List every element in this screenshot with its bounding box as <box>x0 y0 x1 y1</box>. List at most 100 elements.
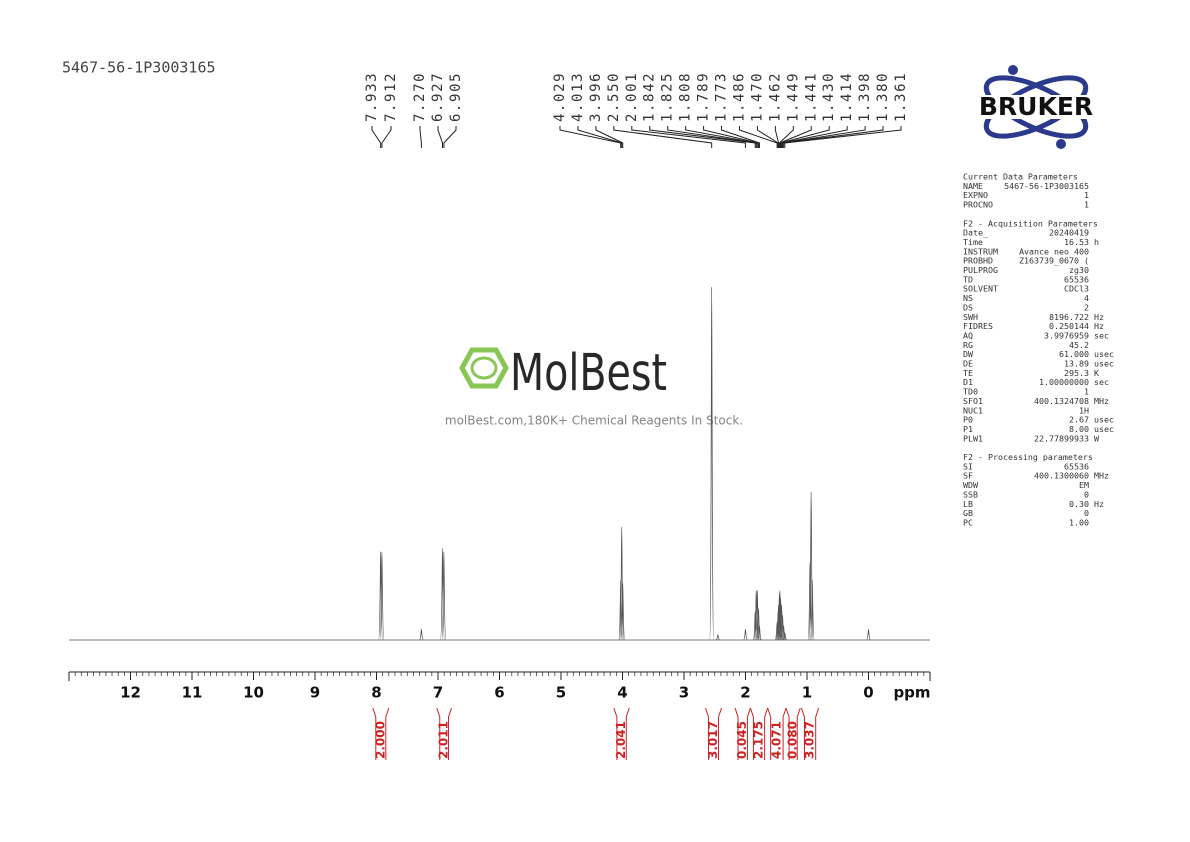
param-value: 20240419 <box>1049 228 1089 238</box>
param-value: 8.00 <box>1069 424 1089 434</box>
integral-bracket <box>372 707 390 760</box>
param-name: TD <box>963 274 973 284</box>
peak-label: 2.550 <box>606 72 622 122</box>
param-name: SWH <box>963 312 978 322</box>
param-name: SF <box>963 471 973 481</box>
hexagon-ring <box>470 356 498 380</box>
param-value: 22.77899933 <box>1034 433 1089 443</box>
param-value: EM <box>1079 480 1089 490</box>
peak-connector <box>419 126 422 148</box>
param-value: 400.1300060 <box>1034 471 1089 481</box>
param-value: 45.2 <box>1069 340 1089 350</box>
param-value: 16.53 <box>1064 237 1089 247</box>
param-value: 1 <box>1084 200 1089 210</box>
peak <box>757 625 762 641</box>
param-name: NS <box>963 293 973 303</box>
peak-connector <box>774 126 780 148</box>
param-unit: Hz <box>1094 321 1104 331</box>
peak-connector <box>437 126 443 148</box>
orbit-dot <box>1008 65 1018 75</box>
param-name: PROCNO <box>963 200 993 210</box>
x-tick-label: 10 <box>243 684 264 702</box>
peak-connector <box>577 126 623 148</box>
x-tick-label: 8 <box>371 684 381 702</box>
section-title: F2 - Acquisition Parameters <box>963 218 1098 228</box>
peak-label: 7.933 <box>364 72 380 122</box>
param-name: TD0 <box>963 387 978 397</box>
param-value: zg30 <box>1069 265 1089 275</box>
peak <box>418 629 424 641</box>
param-name: D1 <box>963 377 973 387</box>
param-value: 1 <box>1084 387 1089 397</box>
x-axis-label: ppm <box>893 684 930 702</box>
integral-bracket <box>436 707 453 760</box>
param-name: PROBHD <box>963 256 993 266</box>
param-name: P1 <box>963 424 973 434</box>
orbit <box>983 75 1089 139</box>
orbit-dot <box>1056 139 1066 149</box>
param-name: LB <box>963 499 973 509</box>
param-name: P0 <box>963 415 973 425</box>
peak-label: 1.808 <box>678 72 694 122</box>
param-value: 5467-56-1P3003165 <box>1004 181 1089 191</box>
peak-connector <box>595 126 624 148</box>
x-tick-label: 9 <box>310 684 320 702</box>
x-tick-label: 0 <box>863 684 873 702</box>
param-value: 0 <box>1084 508 1089 518</box>
param-value: 61.000 <box>1059 349 1089 359</box>
integral-label: 2.041 <box>614 721 628 759</box>
peak <box>756 607 761 641</box>
integral-bracket <box>705 707 722 760</box>
peak-label: 1.486 <box>731 72 747 122</box>
peak-label: 4.029 <box>552 72 568 122</box>
param-value: 3.9976959 <box>1044 330 1089 340</box>
peak-connector <box>649 126 756 148</box>
peak-connector <box>782 126 866 148</box>
param-unit: Hz <box>1094 312 1104 322</box>
param-name: DW <box>963 349 973 359</box>
param-value: 0.30 <box>1069 499 1089 509</box>
param-value: 0 <box>1084 489 1089 499</box>
param-name: SOLVENT <box>963 284 998 294</box>
param-value: 65536 <box>1064 274 1089 284</box>
peak-connector <box>381 126 392 148</box>
peak <box>440 547 445 641</box>
param-value: 1.00000000 <box>1039 377 1089 387</box>
section-title: Current Data Parameters <box>963 172 1078 182</box>
peak-connector <box>721 126 760 148</box>
param-value: Z163739_0670 ( <box>1019 256 1089 266</box>
param-value: 1.00 <box>1069 517 1089 527</box>
peak-label: 6.927 <box>430 72 446 122</box>
integral-bracket <box>749 707 769 760</box>
integral-bracket <box>800 707 820 760</box>
param-unit: usec <box>1094 349 1114 359</box>
peak <box>709 286 715 641</box>
integral-bracket <box>767 707 787 760</box>
peak-connector <box>667 126 757 148</box>
param-name: GB <box>963 508 973 518</box>
param-value: 400.1324708 <box>1034 396 1089 406</box>
x-tick-label: 2 <box>740 684 750 702</box>
peak-connector <box>371 126 382 148</box>
integral-label: 0.080 <box>786 721 800 759</box>
param-value: 2 <box>1084 302 1089 312</box>
peak-connector <box>783 126 884 148</box>
x-tick-label: 7 <box>433 684 443 702</box>
logo-text: BRUKER <box>979 92 1093 121</box>
peak <box>743 629 748 641</box>
peak-label: 1.449 <box>785 72 801 122</box>
param-value: 8196.722 <box>1049 312 1089 322</box>
peak-connector <box>443 126 457 148</box>
param-name: NAME <box>963 181 983 191</box>
param-name: DS <box>963 302 973 312</box>
peak-label: 1.361 <box>893 72 909 122</box>
peak-connector <box>613 126 713 148</box>
peak-connector <box>685 126 758 148</box>
param-unit: h <box>1094 237 1099 247</box>
peak-label: 1.398 <box>857 72 873 122</box>
peak-label: 7.270 <box>412 72 428 122</box>
param-value: 295.3 <box>1064 368 1089 378</box>
peak <box>619 526 625 641</box>
param-name: TE <box>963 368 973 378</box>
